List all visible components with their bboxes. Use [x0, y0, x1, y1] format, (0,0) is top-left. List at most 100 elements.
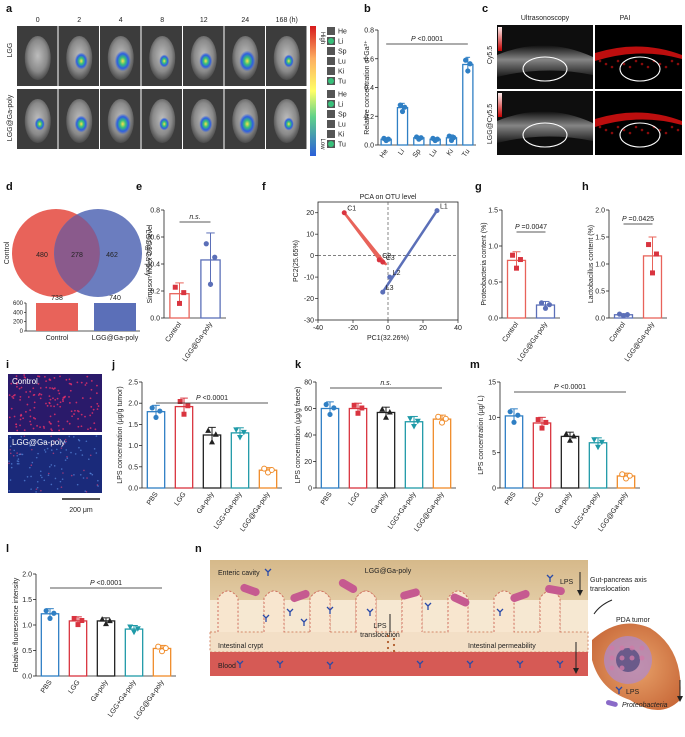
stain-dot	[56, 397, 59, 400]
x-tick-label-LGG+Ga-poly: LGG+Ga-poly	[213, 491, 244, 531]
pca-point-C1	[341, 210, 347, 216]
data-point	[106, 617, 113, 624]
nucleus-dot	[84, 490, 87, 492]
villus	[355, 590, 377, 632]
lps-molecule	[615, 686, 623, 694]
data-point	[546, 302, 553, 308]
y-tick-label: 40	[304, 433, 312, 440]
panel-label-h: h	[582, 181, 589, 193]
stain-dot	[53, 377, 56, 379]
data-point	[442, 415, 449, 422]
pai-speckle	[604, 128, 608, 132]
data-point	[327, 411, 333, 418]
stain-dot	[13, 415, 16, 418]
stain-dot	[81, 397, 84, 399]
stain-dot	[22, 417, 25, 420]
pca-x-tick-label: 20	[419, 325, 427, 332]
data-point	[131, 629, 137, 636]
tissue-echo	[497, 111, 593, 143]
y-tick-label: 2.0	[22, 572, 32, 579]
stain-dot	[87, 428, 89, 431]
stain-dot	[25, 391, 28, 393]
nucleus-dot	[56, 488, 59, 490]
significance-label: P =0.0425	[622, 216, 654, 223]
nucleus-dot	[23, 479, 26, 482]
stain-dot	[59, 375, 61, 378]
pca-x-tick-label: 40	[454, 325, 462, 332]
villus	[493, 590, 515, 632]
stain-dot	[19, 398, 22, 401]
stain-dot	[16, 429, 19, 432]
organ-label-Sp: Sp	[338, 49, 347, 56]
stain-dot	[26, 403, 29, 406]
x-tick-label-LGG@Ga-poly: LGG@Ga-poly	[133, 679, 166, 721]
y-tick-label: 1.5	[128, 422, 138, 429]
nucleus-dot	[54, 477, 57, 480]
nucleus-dot	[65, 449, 68, 451]
stain-dot	[60, 447, 63, 449]
fluorescence-signal	[283, 117, 294, 131]
organ-thumbnail	[327, 90, 335, 98]
pca-y-tick-label: -20	[304, 296, 314, 303]
pca-point-C3	[380, 259, 386, 265]
bar-Control	[36, 303, 78, 331]
stain-dot	[37, 375, 39, 378]
organ-signal	[328, 101, 334, 107]
organ-thumbnail	[327, 130, 335, 138]
organ-label-Ki: Ki	[338, 69, 345, 76]
y-tick-label: 2.0	[595, 208, 605, 215]
stain-dot	[33, 406, 36, 409]
stain-dot	[66, 455, 68, 458]
stain-dot	[75, 401, 78, 404]
pca-x-tick-label: -40	[313, 325, 323, 332]
data-point	[418, 135, 424, 141]
stain-dot	[69, 402, 71, 404]
pca-x-tick-label: -20	[348, 325, 358, 332]
stain-dot	[89, 454, 92, 457]
translocation-dot	[392, 649, 396, 653]
permeability-arrowhead	[573, 668, 579, 674]
nucleus-dot	[59, 451, 62, 454]
fluorescence-signal	[239, 113, 256, 135]
lps-translocation-label: LPS	[373, 623, 387, 630]
panel-f-pca: PCA on OTU level -40 -20 0 20 40 -30 -20 -10 0 10 2…	[293, 194, 462, 342]
lgg-cluster-shape	[381, 209, 439, 293]
panel-label-i: i	[6, 359, 9, 371]
stain-dot	[16, 385, 18, 388]
stain-dot	[8, 394, 11, 397]
significance-label: n.s.	[380, 380, 391, 387]
bacterium	[338, 579, 358, 593]
bar-LGG	[348, 407, 368, 489]
stain-dot	[76, 409, 79, 412]
data-point	[517, 257, 523, 263]
pca-x-tick-label: 0	[386, 325, 390, 332]
stain-dot	[59, 405, 62, 408]
data-point	[207, 281, 214, 287]
lps-molecule	[326, 661, 334, 669]
y-tick-label: 0.0	[22, 674, 32, 681]
axis-arrow	[593, 599, 613, 615]
y-tick-label: 0.0	[488, 316, 498, 323]
data-point	[402, 104, 408, 110]
panel-label-a: a	[6, 3, 13, 15]
lps-molecule	[466, 660, 474, 668]
data-point	[386, 408, 393, 415]
pai-speckle	[676, 128, 680, 132]
x-tick-label-Ga-poly: Ga-poly	[196, 491, 216, 516]
stain-dot	[40, 489, 42, 492]
blood-label: Blood	[218, 663, 236, 670]
tumor-cell	[619, 645, 625, 651]
nucleus-dot	[78, 439, 81, 442]
fluorescence-signal	[199, 52, 213, 70]
pai-speckle	[622, 128, 626, 132]
data-point	[650, 270, 655, 276]
y-tick-label: 80	[304, 380, 312, 387]
pca-y-tick-label: 20	[306, 210, 314, 217]
timepoint-8: 8	[160, 17, 164, 24]
stain-dot	[19, 424, 21, 427]
stain-dot	[70, 410, 73, 413]
stain-dot	[50, 435, 52, 438]
stain-dot	[96, 384, 98, 387]
bacterium	[510, 589, 530, 603]
stain-dot	[53, 405, 56, 408]
